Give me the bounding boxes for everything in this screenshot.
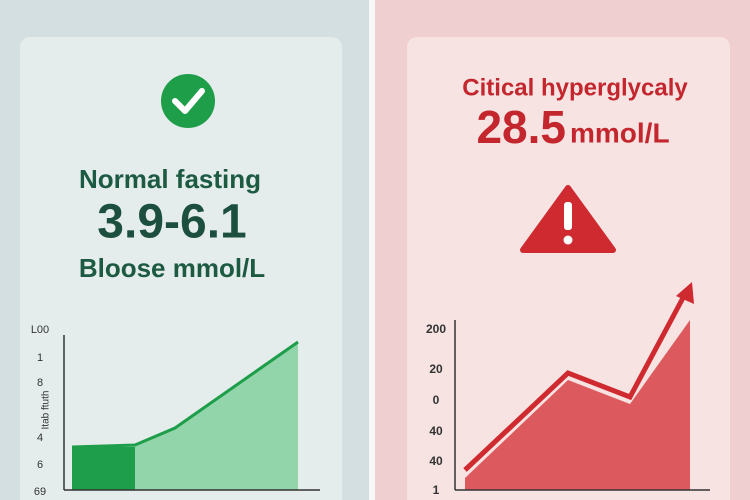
axis-label: 8 [37, 377, 43, 389]
normal-range: 3.9-6.1 [97, 196, 246, 249]
check-icon [161, 74, 215, 128]
divider [369, 0, 375, 500]
normal-unit: Bloose mmol/L [79, 253, 265, 283]
axis-label: L00 [31, 324, 49, 336]
axis-label: 4 [37, 432, 43, 444]
axis-label: 6 [37, 459, 43, 471]
critical-value: 28.5 [476, 101, 566, 153]
axis-label: 20 [429, 362, 443, 376]
axis-label: 40 [429, 424, 443, 438]
critical-title: Citical hyperglycaly [462, 74, 688, 101]
normal-line [71, 340, 299, 449]
normal-bar [72, 447, 135, 490]
axis-label: 69 [34, 486, 46, 498]
axis-label: 0 [433, 393, 440, 407]
axis-label: 1 [37, 352, 43, 364]
critical-area [465, 320, 690, 490]
check-mark [172, 88, 205, 114]
normal-title: Normal fasting [79, 164, 261, 194]
warning-dot [563, 235, 573, 245]
axis-title: Itab ftuth [41, 391, 52, 430]
axis-label: 1 [433, 483, 440, 497]
axis-label: 40 [429, 454, 443, 468]
axis-label: 200 [426, 322, 446, 336]
arrow-head [676, 282, 694, 304]
critical-unit: mmol/L [570, 117, 670, 148]
warning-bar [564, 202, 572, 230]
critical-line [463, 294, 687, 472]
